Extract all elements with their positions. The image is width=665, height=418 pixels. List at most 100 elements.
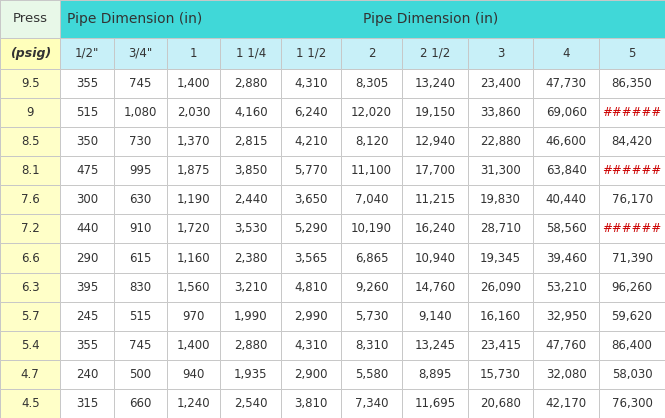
Bar — [114, 38, 167, 69]
Bar — [221, 127, 281, 156]
Text: 1,400: 1,400 — [177, 77, 211, 90]
Bar — [114, 214, 167, 243]
Bar — [599, 331, 665, 360]
Bar — [221, 38, 281, 69]
Text: 76,170: 76,170 — [612, 194, 652, 206]
Text: 19,830: 19,830 — [480, 194, 521, 206]
Text: 47,760: 47,760 — [546, 339, 587, 352]
Bar — [0, 156, 61, 185]
Bar — [167, 185, 221, 214]
Text: 40,440: 40,440 — [546, 194, 587, 206]
Bar — [281, 127, 341, 156]
Text: 315: 315 — [76, 397, 98, 410]
Text: 1,400: 1,400 — [177, 339, 211, 352]
Text: 22,880: 22,880 — [480, 135, 521, 148]
Text: 63,840: 63,840 — [546, 164, 587, 177]
Bar — [221, 273, 281, 302]
Text: 4,160: 4,160 — [234, 106, 267, 119]
Bar — [114, 127, 167, 156]
Bar — [281, 360, 341, 389]
Bar — [533, 273, 599, 302]
Text: 20,680: 20,680 — [480, 397, 521, 410]
Bar — [0, 243, 61, 273]
Bar — [0, 360, 61, 389]
Text: 4.5: 4.5 — [21, 397, 39, 410]
Bar — [341, 127, 402, 156]
Text: 7.6: 7.6 — [21, 194, 40, 206]
Bar — [533, 98, 599, 127]
Text: 3,650: 3,650 — [295, 194, 328, 206]
Text: 4,310: 4,310 — [295, 77, 328, 90]
Text: 71,390: 71,390 — [612, 252, 652, 265]
Text: 830: 830 — [130, 280, 152, 293]
Bar — [402, 360, 467, 389]
Text: 39,460: 39,460 — [546, 252, 587, 265]
Text: 46,600: 46,600 — [546, 135, 587, 148]
Bar — [61, 389, 114, 418]
Bar — [167, 38, 221, 69]
Bar — [341, 98, 402, 127]
Bar — [467, 98, 533, 127]
Bar — [0, 127, 61, 156]
Bar — [114, 69, 167, 98]
Bar — [221, 69, 281, 98]
Text: 31,300: 31,300 — [480, 164, 521, 177]
Bar — [0, 273, 61, 302]
Bar — [114, 360, 167, 389]
Bar — [402, 243, 467, 273]
Text: 3,850: 3,850 — [234, 164, 267, 177]
Text: 1: 1 — [190, 47, 198, 60]
Text: 1 1/4: 1 1/4 — [235, 47, 266, 60]
Text: 2,880: 2,880 — [234, 77, 267, 90]
Text: 16,240: 16,240 — [414, 222, 456, 235]
Text: 2 1/2: 2 1/2 — [420, 47, 450, 60]
Text: 300: 300 — [76, 194, 98, 206]
Text: 8,895: 8,895 — [418, 368, 452, 381]
Text: ######: ###### — [602, 106, 662, 119]
Bar — [599, 38, 665, 69]
Text: 2,030: 2,030 — [177, 106, 211, 119]
Text: 2,540: 2,540 — [234, 397, 267, 410]
Text: 76,300: 76,300 — [612, 397, 652, 410]
Text: 1,935: 1,935 — [234, 368, 267, 381]
Text: 7,340: 7,340 — [355, 397, 388, 410]
Text: 1,370: 1,370 — [177, 135, 211, 148]
Text: 19,345: 19,345 — [480, 252, 521, 265]
Text: 5,290: 5,290 — [295, 222, 328, 235]
Text: 23,415: 23,415 — [480, 339, 521, 352]
Bar — [61, 98, 114, 127]
Bar — [0, 331, 61, 360]
Text: 58,030: 58,030 — [612, 368, 652, 381]
Text: 515: 515 — [76, 106, 98, 119]
Text: 58,560: 58,560 — [546, 222, 587, 235]
Text: 355: 355 — [76, 77, 98, 90]
Bar — [281, 69, 341, 98]
Text: 630: 630 — [130, 194, 152, 206]
Bar — [402, 214, 467, 243]
Bar — [0, 98, 61, 127]
Text: 350: 350 — [76, 135, 98, 148]
Bar — [467, 127, 533, 156]
Bar — [61, 0, 665, 38]
Bar — [341, 214, 402, 243]
Bar — [341, 69, 402, 98]
Text: 11,215: 11,215 — [414, 194, 456, 206]
Bar — [61, 185, 114, 214]
Text: 2,815: 2,815 — [234, 135, 267, 148]
Text: 1,560: 1,560 — [177, 280, 211, 293]
Bar — [533, 302, 599, 331]
Text: 4.7: 4.7 — [21, 368, 40, 381]
Text: 745: 745 — [129, 339, 152, 352]
Text: 3,565: 3,565 — [295, 252, 328, 265]
Text: 86,350: 86,350 — [612, 77, 652, 90]
Text: 17,700: 17,700 — [414, 164, 456, 177]
Text: 86,400: 86,400 — [612, 339, 652, 352]
Text: 2,880: 2,880 — [234, 339, 267, 352]
Bar — [402, 185, 467, 214]
Bar — [533, 156, 599, 185]
Bar — [467, 273, 533, 302]
Text: Pipe Dimension (in): Pipe Dimension (in) — [362, 12, 498, 26]
Text: 2,380: 2,380 — [234, 252, 267, 265]
Bar — [467, 389, 533, 418]
Bar — [221, 156, 281, 185]
